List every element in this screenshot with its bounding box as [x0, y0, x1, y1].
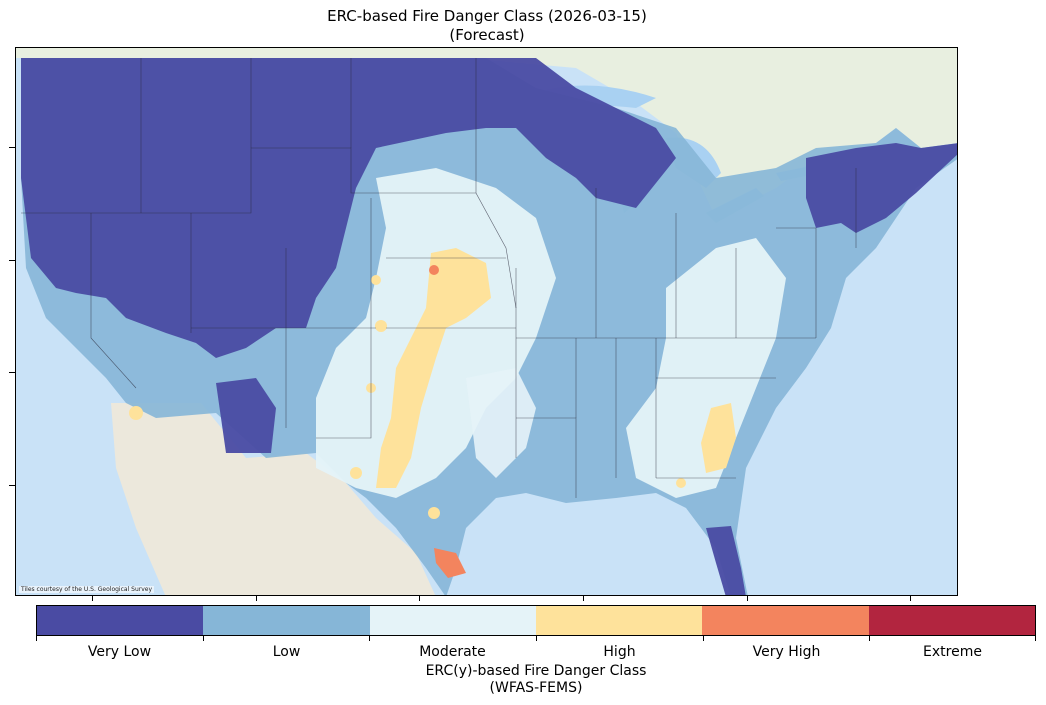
mexico-land: [111, 403, 436, 595]
y-axis-tick: [9, 485, 15, 486]
class-high-spot: [676, 478, 686, 488]
class-moderate-south-central: [466, 368, 536, 478]
class-very-low-northeast: [806, 143, 957, 233]
class-very-low-west: [21, 58, 486, 358]
colorbar-segment: [369, 606, 536, 635]
title-line-2: (Forecast): [449, 26, 525, 44]
class-high-spot: [371, 275, 381, 285]
map-title: ERC-based Fire Danger Class (2026-03-15)…: [15, 7, 959, 45]
map-attribution: Tiles courtesy of the U.S. Geological Su…: [19, 586, 155, 593]
colorbar-tick: [36, 636, 37, 641]
colorbar-label: Moderate: [419, 644, 486, 660]
map-panel[interactable]: Tiles courtesy of the U.S. Geological Su…: [15, 47, 958, 596]
class-high-spot: [129, 406, 143, 420]
y-axis-tick: [9, 147, 15, 148]
y-axis-tick: [9, 372, 15, 373]
colorbar-segment: [868, 606, 1035, 635]
class-very-low-florida: [706, 526, 746, 595]
title-line-1: ERC-based Fire Danger Class (2026-03-15): [327, 7, 647, 25]
colorbar-label: High: [603, 644, 636, 660]
colorbar-segment: [37, 606, 204, 635]
colorbar-tick: [203, 636, 204, 641]
colorbar-tick: [1035, 636, 1036, 641]
colorbar-label: Extreme: [923, 644, 982, 660]
colorbar-segment: [535, 606, 703, 635]
colorbar-tick: [369, 636, 370, 641]
colorbar-label: Very High: [752, 644, 821, 660]
class-very-low-southwest: [216, 378, 276, 453]
class-very-high-spot: [429, 265, 439, 275]
x-axis-tick: [256, 596, 257, 601]
colorbar-tick: [703, 636, 704, 641]
colorbar-segment: [203, 606, 370, 635]
class-very-high-south-texas: [434, 548, 466, 578]
x-axis-tick: [92, 596, 93, 601]
colorbar-label: Low: [272, 644, 301, 660]
colorbar-tick: [869, 636, 870, 641]
class-high-spot: [375, 320, 387, 332]
colorbar-label: Very Low: [87, 644, 152, 660]
colorbar-title-line-2: (WFAS-FEMS): [489, 680, 583, 696]
colorbar-title-line-1: ERC(y)-based Fire Danger Class: [425, 663, 647, 679]
map-canvas: [16, 48, 957, 595]
class-high-southeast: [701, 403, 736, 473]
class-high-spot: [350, 467, 362, 479]
class-moderate-southeast: [626, 238, 786, 498]
state-borders: [21, 58, 857, 498]
colorbar-tick: [536, 636, 537, 641]
y-axis-tick: [9, 260, 15, 261]
colorbar-segment: [702, 606, 869, 635]
x-axis-tick: [583, 596, 584, 601]
x-axis-tick: [910, 596, 911, 601]
colorbar: [36, 605, 1036, 636]
class-high-plains: [376, 248, 491, 488]
colorbar-title: ERC(y)-based Fire Danger Class (WFAS-FEM…: [36, 663, 1036, 697]
x-axis-tick: [419, 596, 420, 601]
class-very-low-north-central: [486, 58, 676, 208]
canada-land: [16, 48, 957, 218]
class-high-spot: [428, 507, 440, 519]
x-axis-tick: [747, 596, 748, 601]
